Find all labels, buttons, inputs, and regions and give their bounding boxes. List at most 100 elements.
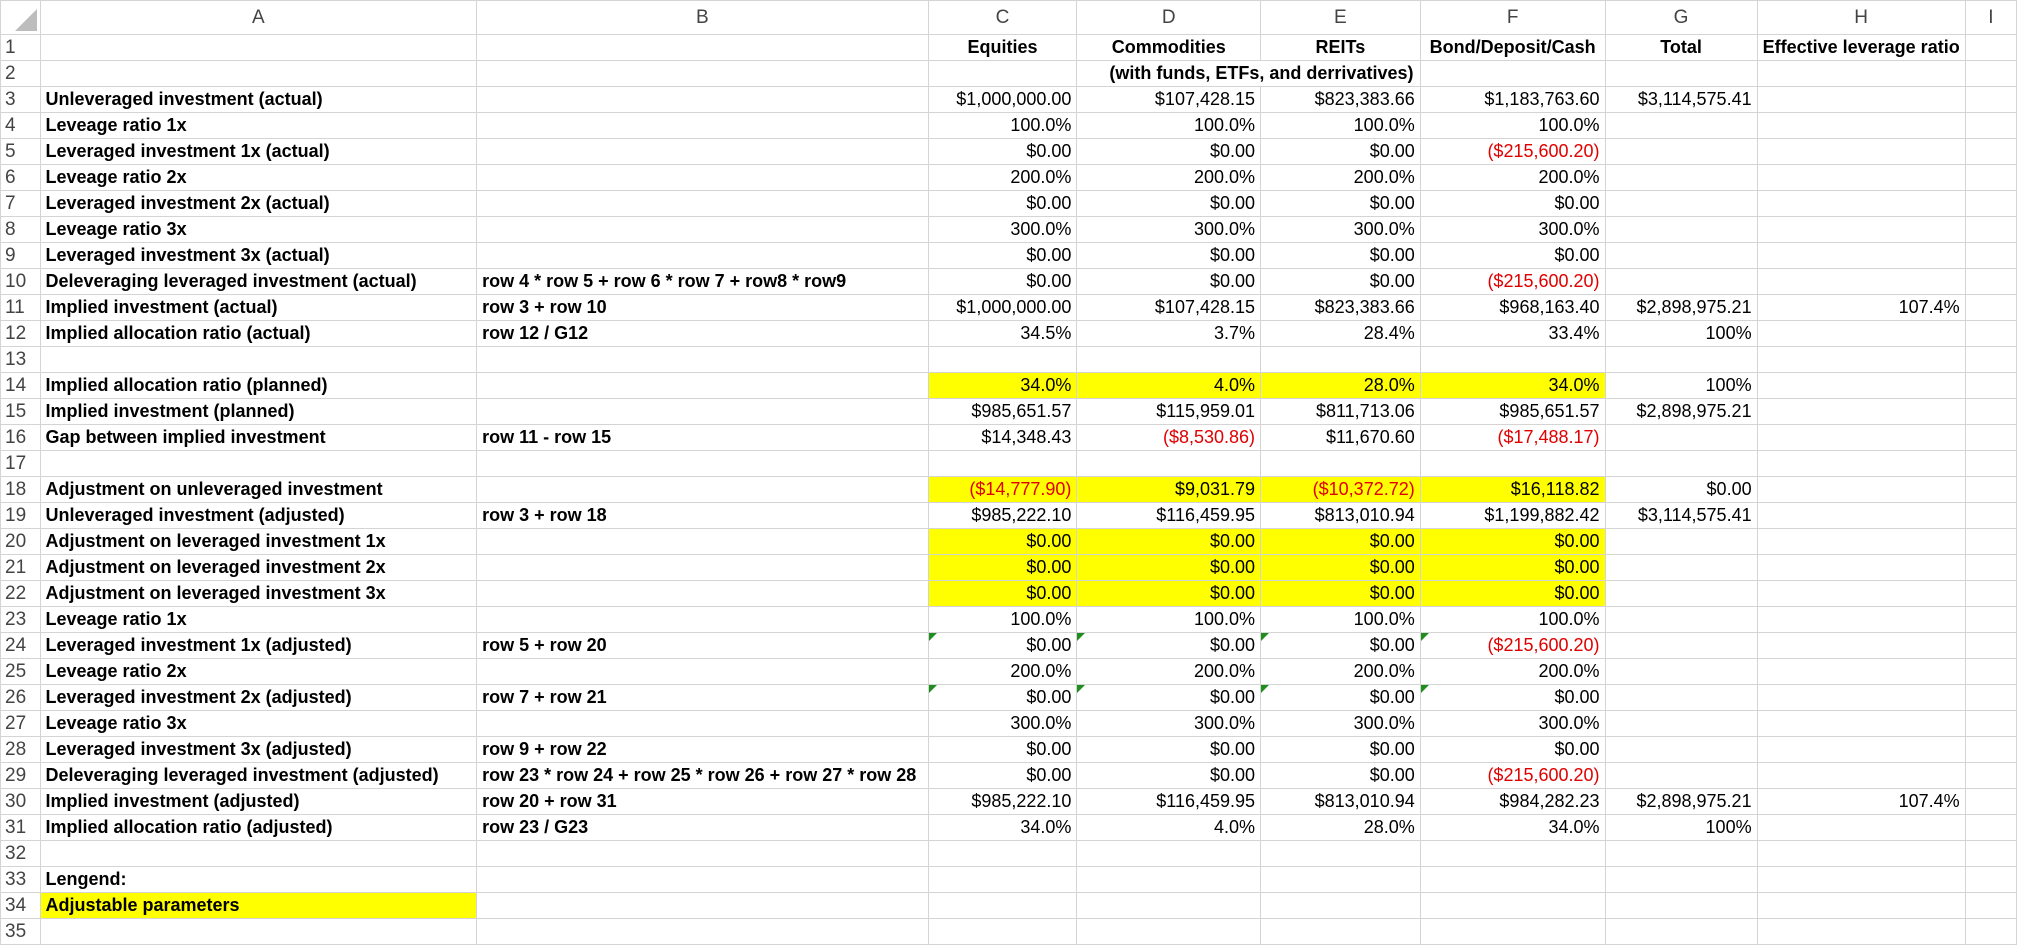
value-cell[interactable]: $0.00: [1076, 736, 1262, 763]
value-cell[interactable]: 300.0%: [1260, 216, 1421, 243]
cell[interactable]: [1756, 528, 1966, 555]
value-cell[interactable]: $0.00: [927, 190, 1078, 217]
cell[interactable]: [1756, 190, 1966, 217]
cell[interactable]: [1076, 866, 1262, 893]
row-label[interactable]: Implied investment (adjusted): [39, 788, 478, 815]
row-header[interactable]: 32: [0, 840, 41, 867]
cell[interactable]: [1964, 138, 2017, 165]
cell[interactable]: [1076, 450, 1262, 477]
value-cell[interactable]: $9,031.79: [1076, 476, 1262, 503]
value-cell[interactable]: $0.00: [927, 242, 1078, 269]
row-label[interactable]: Deleveraging leveraged investment (adjus…: [39, 762, 478, 789]
cell[interactable]: [476, 190, 929, 217]
cell[interactable]: [1756, 268, 1966, 295]
cell[interactable]: [1964, 762, 2017, 789]
cell[interactable]: [1260, 840, 1421, 867]
value-cell[interactable]: 300.0%: [1076, 710, 1262, 737]
cell[interactable]: [1756, 866, 1966, 893]
value-cell[interactable]: ($215,600.20): [1419, 632, 1606, 659]
value-cell[interactable]: 200.0%: [1076, 658, 1262, 685]
row-label[interactable]: Adjustment on unleveraged investment: [39, 476, 478, 503]
value-cell[interactable]: $0.00: [927, 268, 1078, 295]
formula-note[interactable]: row 23 * row 24 + row 25 * row 26 + row …: [476, 762, 929, 789]
cell[interactable]: [1964, 34, 2017, 61]
cell[interactable]: [476, 554, 929, 581]
row-header[interactable]: 8: [0, 216, 41, 243]
cell[interactable]: [1964, 86, 2017, 113]
row-label[interactable]: Unleveraged investment (actual): [39, 86, 478, 113]
header-equities[interactable]: Equities: [927, 34, 1078, 61]
row-label[interactable]: Adjustment on leveraged investment 3x: [39, 580, 478, 607]
cell[interactable]: [1604, 632, 1758, 659]
cell[interactable]: [1604, 554, 1758, 581]
column-header-i[interactable]: I: [1964, 0, 2017, 35]
cell[interactable]: [1964, 164, 2017, 191]
cell[interactable]: [1604, 190, 1758, 217]
value-cell[interactable]: 100%: [1604, 372, 1758, 399]
cell[interactable]: [476, 372, 929, 399]
header-commodities-note[interactable]: (with funds, ETFs, and derrivatives): [1076, 60, 1421, 87]
cell[interactable]: [476, 242, 929, 269]
row-label[interactable]: Implied investment (planned): [39, 398, 478, 425]
value-cell[interactable]: $984,282.23: [1419, 788, 1606, 815]
formula-note[interactable]: row 4 * row 5 + row 6 * row 7 + row8 * r…: [476, 268, 929, 295]
row-header[interactable]: 19: [0, 502, 41, 529]
value-cell[interactable]: $0.00: [1076, 242, 1262, 269]
cell[interactable]: [1604, 736, 1758, 763]
value-cell[interactable]: $985,651.57: [1419, 398, 1606, 425]
row-header[interactable]: 4: [0, 112, 41, 139]
cell[interactable]: [1964, 554, 2017, 581]
value-cell[interactable]: 200.0%: [1260, 658, 1421, 685]
row-header[interactable]: 9: [0, 242, 41, 269]
select-all-corner[interactable]: [0, 0, 41, 35]
column-header-a[interactable]: A: [39, 0, 478, 35]
row-header[interactable]: 3: [0, 86, 41, 113]
cell[interactable]: [476, 138, 929, 165]
value-cell[interactable]: $0.00: [1260, 736, 1421, 763]
value-cell[interactable]: $813,010.94: [1260, 502, 1421, 529]
value-cell[interactable]: $0.00: [1076, 684, 1262, 711]
value-cell[interactable]: $985,222.10: [927, 502, 1078, 529]
cell[interactable]: [1756, 138, 1966, 165]
value-cell[interactable]: 107.4%: [1756, 788, 1966, 815]
cell[interactable]: [927, 346, 1078, 373]
row-header[interactable]: 35: [0, 918, 41, 945]
row-header[interactable]: 33: [0, 866, 41, 893]
value-cell[interactable]: $107,428.15: [1076, 86, 1262, 113]
cell[interactable]: [1604, 710, 1758, 737]
row-header[interactable]: 17: [0, 450, 41, 477]
row-label[interactable]: Adjustment on leveraged investment 2x: [39, 554, 478, 581]
row-label[interactable]: Leveage ratio 2x: [39, 658, 478, 685]
row-header[interactable]: 12: [0, 320, 41, 347]
value-cell[interactable]: $985,651.57: [927, 398, 1078, 425]
cell[interactable]: [476, 346, 929, 373]
cell[interactable]: [476, 710, 929, 737]
header-reits[interactable]: REITs: [1260, 34, 1421, 61]
row-label[interactable]: Implied allocation ratio (planned): [39, 372, 478, 399]
row-label[interactable]: Adjustable parameters: [39, 892, 478, 919]
cell[interactable]: [1756, 554, 1966, 581]
value-cell[interactable]: $0.00: [1260, 138, 1421, 165]
cell[interactable]: [1964, 710, 2017, 737]
cell[interactable]: [1964, 632, 2017, 659]
value-cell[interactable]: $0.00: [1076, 190, 1262, 217]
value-cell[interactable]: $0.00: [1260, 528, 1421, 555]
value-cell[interactable]: $3,114,575.41: [1604, 86, 1758, 113]
value-cell[interactable]: $0.00: [1076, 138, 1262, 165]
row-header[interactable]: 26: [0, 684, 41, 711]
row-header[interactable]: 13: [0, 346, 41, 373]
value-cell[interactable]: $0.00: [1260, 632, 1421, 659]
cell[interactable]: [1604, 580, 1758, 607]
row-header[interactable]: 6: [0, 164, 41, 191]
value-cell[interactable]: $0.00: [1419, 190, 1606, 217]
cell[interactable]: [1964, 346, 2017, 373]
cell[interactable]: [1756, 840, 1966, 867]
cell[interactable]: [927, 866, 1078, 893]
cell[interactable]: [1756, 450, 1966, 477]
value-cell[interactable]: 28.0%: [1260, 814, 1421, 841]
cell[interactable]: [927, 450, 1078, 477]
value-cell[interactable]: 100.0%: [1419, 112, 1606, 139]
cell[interactable]: [1076, 840, 1262, 867]
